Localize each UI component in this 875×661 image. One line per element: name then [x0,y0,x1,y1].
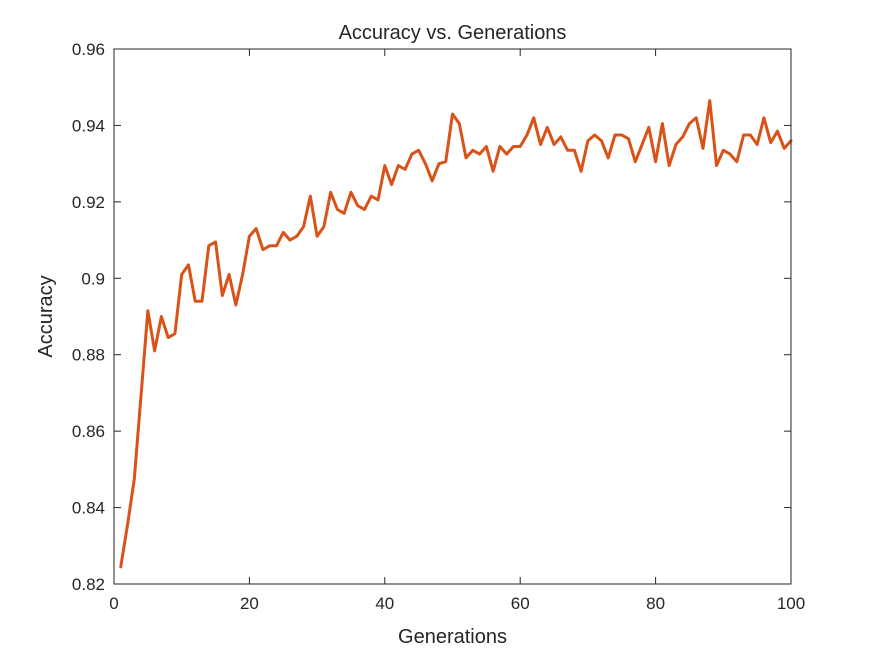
y-tick-label: 0.92 [72,193,105,212]
ticks-layer: 0 20 40 60 80 100 0.82 0.84 0.86 0.88 0.9 0.92 0.94 0… [72,40,805,613]
series-line-accuracy [119,99,793,569]
y-tick-label: 0.88 [72,346,105,365]
x-tick-label: 40 [375,594,394,613]
y-tick-label: 0.94 [72,116,105,135]
y-tick-label: 0.84 [72,499,105,518]
x-tick-label: 60 [511,594,530,613]
x-axis-label: Generations [398,626,507,648]
y-tick-label: 0.96 [72,40,105,59]
chart-title: Accuracy vs. Generations [339,22,567,44]
series-layer [119,99,793,569]
y-tick-label: 0.82 [72,575,105,594]
plot-background [114,49,791,584]
y-tick-label: 0.86 [72,422,105,441]
y-tick-label: 0.9 [81,269,105,288]
x-tick-label: 80 [646,594,665,613]
x-tick-label: 100 [777,594,805,613]
x-tick-label: 0 [109,594,118,613]
x-tick-label: 20 [240,594,259,613]
y-axis-label: Accuracy [35,275,57,357]
plot-frame [113,48,792,585]
